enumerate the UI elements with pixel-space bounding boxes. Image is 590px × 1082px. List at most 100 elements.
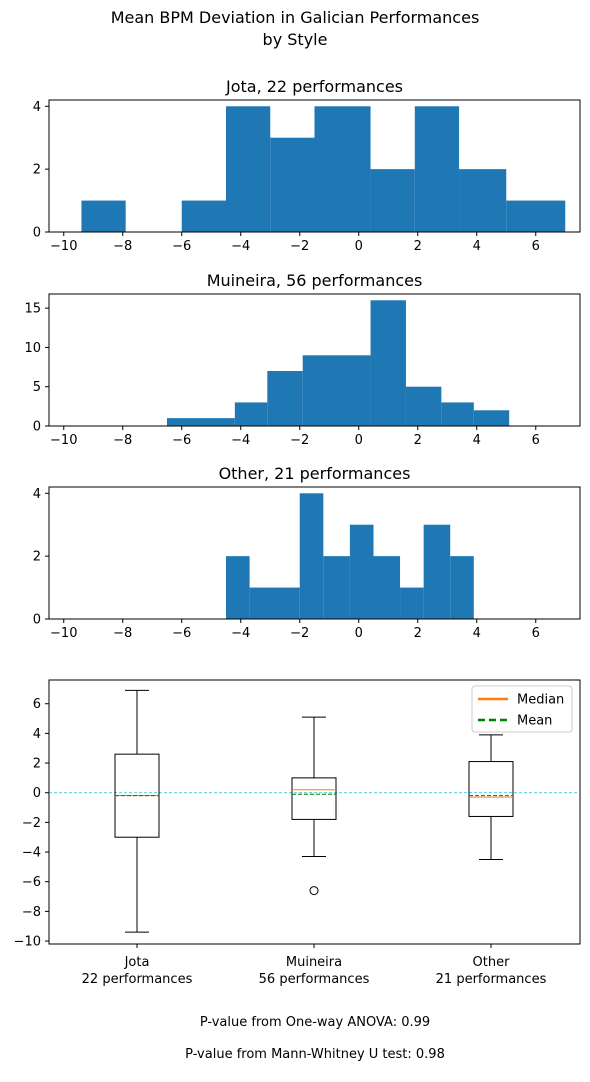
- x-category-sublabel: 56 performances: [259, 972, 370, 987]
- x-tick-label: −2: [290, 239, 309, 254]
- axes-frame: [48, 486, 581, 620]
- histogram-title: Muineira, 56 performances: [207, 271, 423, 290]
- y-tick-label: 0: [33, 420, 41, 435]
- x-tick-label: 0: [355, 626, 363, 641]
- y-tick-label: 10: [24, 341, 41, 356]
- histogram-bar: [81, 200, 126, 232]
- y-tick-label: 15: [24, 302, 41, 317]
- interquartile-box: [291, 777, 337, 820]
- x-tick-label: 4: [473, 433, 481, 448]
- histogram-bar: [441, 402, 474, 426]
- axes-frame: [48, 99, 581, 233]
- x-tick-label: −2: [290, 626, 309, 641]
- x-tick-label: 2: [414, 433, 422, 448]
- box-other: Other 21 performances: [436, 734, 547, 987]
- figure-title-line2: by Style: [263, 30, 328, 49]
- y-tick-label: 0: [33, 226, 41, 241]
- histogram-bar: [349, 524, 374, 619]
- y-tick-label: −2: [22, 816, 41, 831]
- legend-median-label: Median: [517, 693, 564, 708]
- box-muineira: Muineira 56 performances: [259, 716, 370, 987]
- x-tick-label: −4: [231, 433, 250, 448]
- histogram-bar: [226, 556, 250, 619]
- x-tick-label: −4: [231, 239, 250, 254]
- y-tick-label: 0: [33, 613, 41, 628]
- x-tick-label: −10: [50, 239, 77, 254]
- histogram-bar: [423, 524, 451, 619]
- x-tick-label: −6: [172, 433, 191, 448]
- histogram-bar: [167, 418, 235, 426]
- x-tick-label: −6: [172, 239, 191, 254]
- box-jota: Jota 22 performances: [82, 689, 193, 987]
- y-tick-label: −4: [22, 846, 41, 861]
- histogram-bar: [181, 200, 226, 232]
- histogram-bar: [450, 556, 474, 619]
- figure-title-line1: Mean BPM Deviation in Galician Performan…: [111, 8, 480, 27]
- histogram-bar: [373, 556, 401, 619]
- x-category-label: Muineira: [286, 955, 342, 970]
- histogram-bar: [226, 106, 271, 232]
- x-tick-label: 0: [355, 433, 363, 448]
- y-tick-label: 4: [33, 100, 41, 115]
- axes-frame: [48, 293, 581, 427]
- mannwhitney-pvalue: P-value from Mann-Whitney U test: 0.98: [185, 1047, 445, 1062]
- x-tick-label: −8: [113, 626, 132, 641]
- histogram-bar: [473, 410, 510, 426]
- legend: Median Mean: [471, 685, 573, 733]
- histogram-bar: [249, 587, 300, 619]
- x-tick-label: −8: [113, 433, 132, 448]
- outlier-point: [309, 886, 319, 896]
- y-tick-label: −6: [22, 875, 41, 890]
- x-tick-label: 2: [414, 239, 422, 254]
- histogram-title: Other, 21 performances: [219, 464, 411, 483]
- histogram-panel-1: Jota, 22 performances −10 −8 −6 −4 −2 0 2 4 6 0 2 4: [33, 77, 581, 254]
- y-tick-label: 6: [33, 697, 41, 712]
- histogram-bar: [314, 106, 371, 232]
- x-tick-label: −2: [290, 433, 309, 448]
- x-tick-label: 4: [473, 626, 481, 641]
- y-tick-label: 2: [33, 757, 41, 772]
- x-tick-label: 2: [414, 626, 422, 641]
- y-tick-label: −8: [22, 905, 41, 920]
- y-tick-label: 0: [33, 786, 41, 801]
- x-tick-label: −6: [172, 626, 191, 641]
- x-tick-label: −10: [50, 626, 77, 641]
- charts-group: Jota, 22 performances−10 −8 −6 −4 −2 0 2 4 6024M…: [14, 77, 581, 987]
- histogram-panel-2: Muineira, 56 performances −10 −8 −6 −4 −2 0 2 4 6…: [24, 271, 581, 448]
- y-tick-label: 2: [33, 550, 41, 565]
- x-category-sublabel: 21 performances: [436, 972, 547, 987]
- anova-pvalue: P-value from One-way ANOVA: 0.99: [199, 1015, 431, 1030]
- y-tick-label: 4: [33, 727, 41, 742]
- x-tick-label: −8: [113, 239, 132, 254]
- histogram-bar: [405, 386, 442, 426]
- x-tick-label: −10: [50, 433, 77, 448]
- legend-frame: [471, 685, 573, 733]
- histogram-bar: [302, 355, 371, 426]
- x-tick-label: 0: [355, 239, 363, 254]
- x-category-label: Jota: [124, 955, 150, 970]
- x-category-sublabel: 22 performances: [82, 972, 193, 987]
- histogram-panel-3: Other, 21 performances −10 −8 −6 −4 −2 0 2 4 6 0 2 4: [33, 464, 581, 641]
- histogram-bar: [267, 371, 303, 426]
- boxplot-panel: Jota 22 performances Muineira 56 performanc…: [14, 679, 581, 987]
- x-tick-label: 6: [532, 239, 540, 254]
- histogram-bar: [414, 106, 460, 232]
- histogram-title: Jota, 22 performances: [225, 77, 403, 96]
- histogram-bar: [400, 587, 424, 619]
- x-tick-label: 4: [473, 239, 481, 254]
- x-tick-label: 6: [532, 433, 540, 448]
- histogram-bar: [323, 556, 350, 619]
- x-tick-label: 6: [532, 626, 540, 641]
- histogram-bar: [370, 169, 415, 232]
- legend-mean-label: Mean: [517, 714, 552, 729]
- y-tick-label: 5: [33, 380, 41, 395]
- x-category-label: Other: [473, 955, 511, 970]
- y-tick-label: −10: [14, 935, 41, 950]
- histogram-bar: [299, 493, 324, 619]
- histogram-bar: [234, 402, 268, 426]
- y-tick-label: 4: [33, 487, 41, 502]
- histogram-bar: [370, 300, 406, 426]
- histogram-bar: [459, 169, 507, 232]
- x-tick-label: −4: [231, 626, 250, 641]
